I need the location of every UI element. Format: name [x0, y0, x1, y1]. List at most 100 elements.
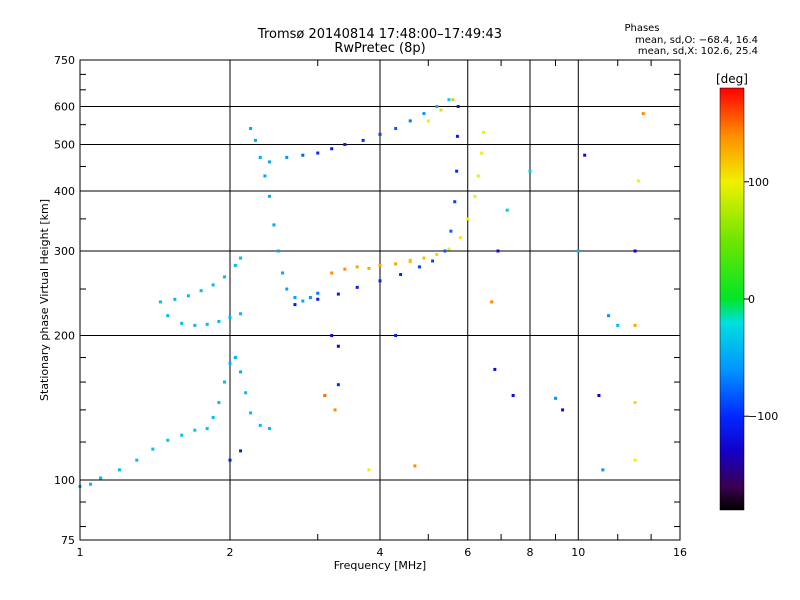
data-point: [561, 408, 565, 412]
data-point: [180, 321, 184, 325]
data-point: [408, 119, 412, 123]
x-tick-label: 1: [77, 546, 84, 559]
x-tick-label: 8: [527, 546, 534, 559]
colorbar-tick-label: −100: [748, 410, 778, 423]
data-point: [211, 415, 215, 419]
data-point: [285, 155, 289, 159]
colorbar-tick-label: 100: [748, 176, 769, 189]
data-point: [583, 153, 587, 157]
data-point: [205, 322, 209, 326]
x-tick-label: 4: [377, 546, 384, 559]
data-point: [641, 112, 645, 116]
data-point: [330, 147, 334, 151]
y-axis-label: Stationary phase Virtual Height [km]: [38, 199, 51, 401]
data-point: [263, 174, 267, 178]
data-point: [394, 262, 398, 266]
data-point: [258, 155, 262, 159]
data-point: [301, 299, 305, 303]
data-point: [336, 344, 340, 348]
data-point: [223, 380, 227, 384]
y-tick-label: 500: [54, 139, 75, 152]
data-point: [528, 169, 532, 173]
y-tick-label: 400: [54, 185, 75, 198]
data-point: [228, 316, 232, 320]
data-point: [449, 229, 453, 233]
data-point: [301, 153, 305, 157]
data-point: [426, 119, 430, 123]
data-point: [276, 249, 280, 253]
data-point: [239, 256, 243, 260]
data-point: [293, 296, 297, 300]
y-tick-label: 750: [54, 54, 75, 67]
data-point: [285, 287, 289, 291]
phase-stat-x: mean, sd,X: 102.6, 25.4: [637, 46, 758, 57]
x-tick-label: 16: [673, 546, 687, 559]
data-point: [394, 126, 398, 130]
data-point: [413, 464, 417, 468]
data-point: [343, 143, 347, 147]
data-point: [166, 438, 170, 442]
y-tick-label: 100: [54, 474, 75, 487]
data-point: [601, 468, 605, 472]
data-point: [408, 260, 412, 264]
data-point: [480, 151, 484, 155]
data-point: [336, 383, 340, 387]
data-point: [607, 314, 611, 318]
data-point: [330, 271, 334, 275]
data-point: [458, 236, 462, 240]
data-point: [355, 265, 359, 269]
data-point: [239, 312, 243, 316]
data-point: [553, 396, 557, 400]
data-point: [308, 296, 312, 300]
data-point: [511, 394, 515, 398]
data-point: [633, 249, 637, 253]
data-point: [453, 200, 457, 204]
data-point: [422, 256, 426, 260]
data-point: [151, 447, 155, 451]
data-point: [636, 179, 640, 183]
data-point: [228, 361, 232, 365]
data-point: [333, 408, 337, 412]
data-point: [633, 401, 637, 405]
data-point: [323, 394, 327, 398]
data-point: [293, 303, 297, 307]
data-point: [367, 468, 371, 472]
data-point: [493, 367, 497, 371]
data-point: [217, 319, 221, 323]
data-point: [378, 132, 382, 136]
data-point: [249, 411, 253, 415]
y-tick-label: 600: [54, 101, 75, 114]
data-point: [422, 112, 426, 116]
data-point: [447, 247, 451, 251]
colorbar-unit-label: [deg]: [716, 72, 748, 86]
data-point: [99, 476, 103, 480]
x-axis-label: Frequency [MHz]: [334, 559, 426, 572]
data-point: [336, 292, 340, 296]
phase-stat-o: mean, sd,O: −68.4, 16.4: [635, 35, 758, 46]
data-point: [135, 458, 139, 462]
data-point: [576, 249, 580, 253]
data-point: [343, 267, 347, 271]
data-point: [233, 355, 237, 359]
data-point: [173, 297, 177, 301]
data-point: [435, 253, 439, 257]
data-point: [451, 98, 455, 102]
data-point: [378, 279, 382, 283]
data-point: [217, 401, 221, 405]
data-point: [417, 265, 421, 269]
data-point: [211, 283, 215, 287]
data-point: [249, 126, 253, 130]
data-point: [439, 108, 443, 112]
data-point: [117, 468, 121, 472]
data-point: [89, 482, 93, 486]
data-point: [394, 334, 398, 338]
data-point: [267, 194, 271, 198]
data-point: [205, 427, 209, 431]
y-tick-label: 300: [54, 245, 75, 258]
x-tick-label: 2: [227, 546, 234, 559]
data-point: [316, 291, 320, 295]
data-point: [281, 271, 285, 275]
colorbar-tick-label: 0: [748, 293, 755, 306]
